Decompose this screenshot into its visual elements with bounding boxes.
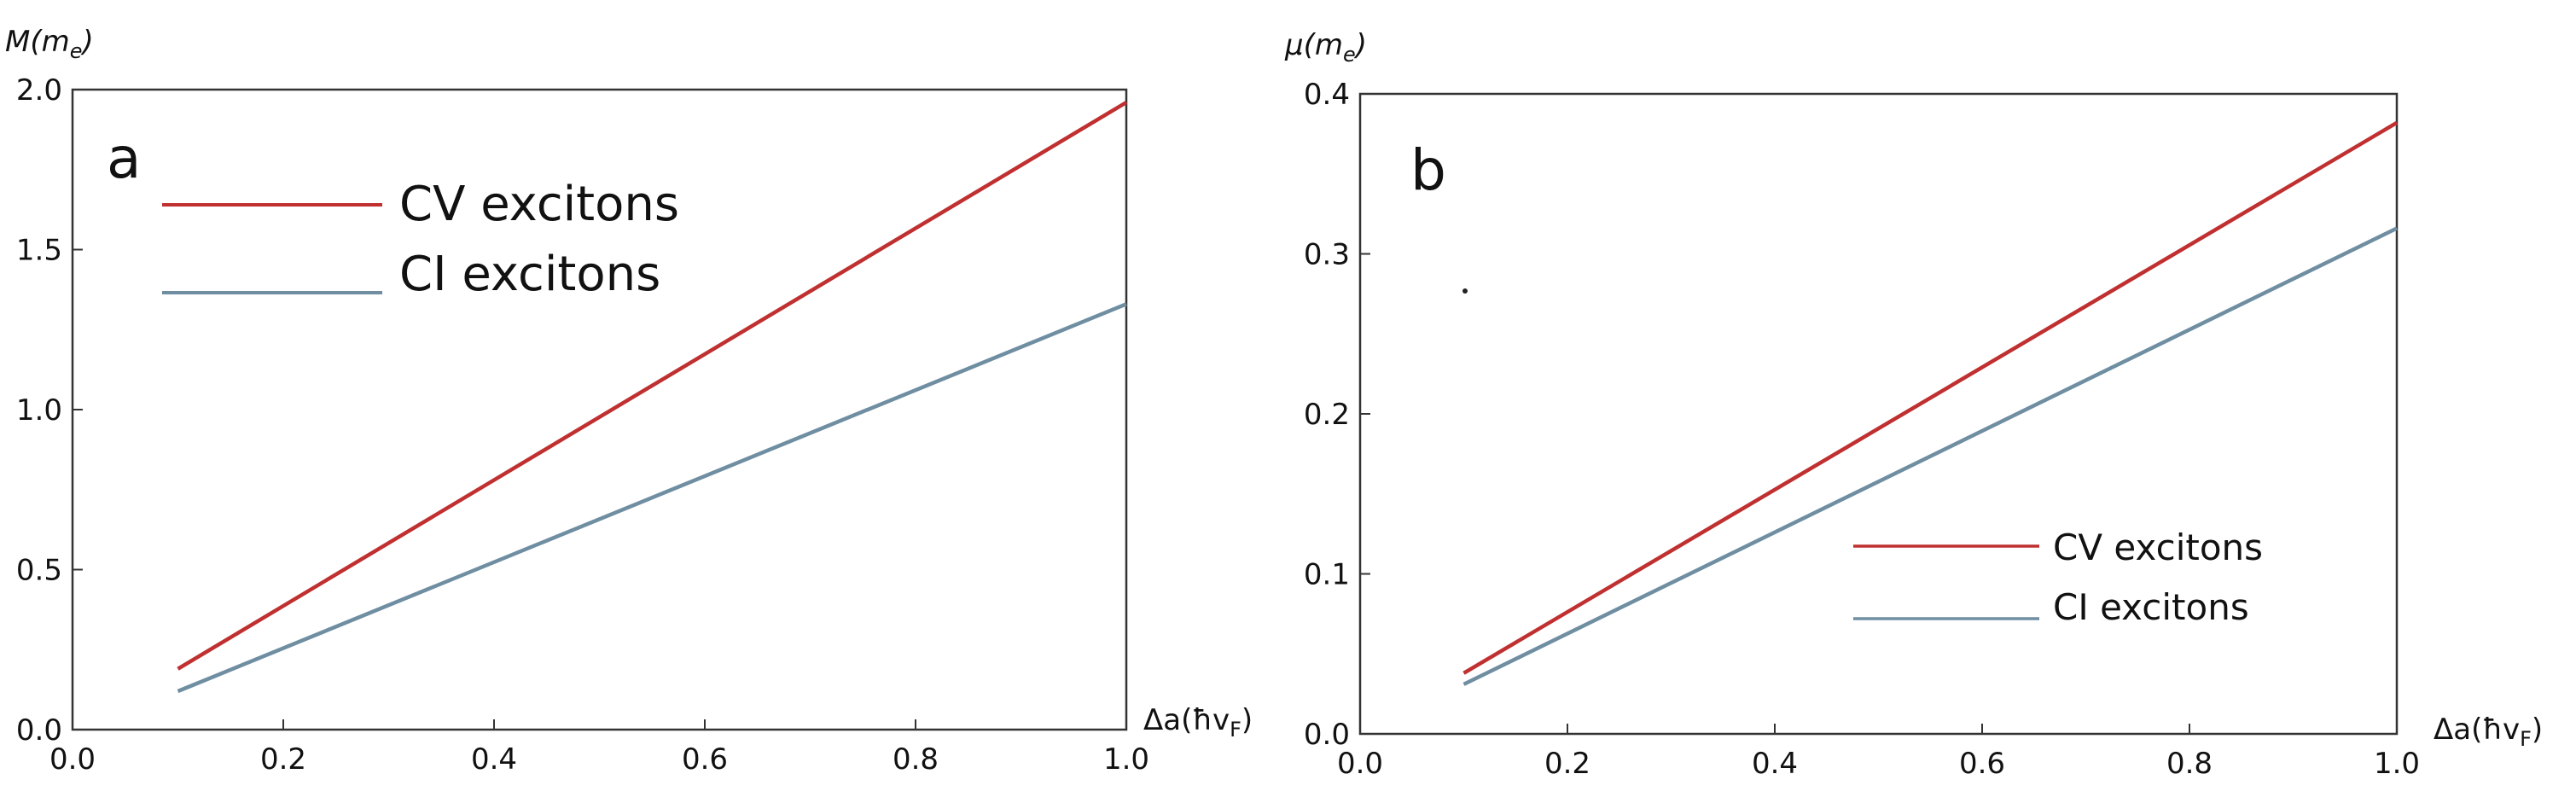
legend-b: CV excitons CI excitons (1853, 527, 2263, 628)
x-axis-label-b: Δa(ħvF) (2434, 713, 2543, 751)
y-tick-label: 0.5 (16, 554, 62, 588)
stray-dot (1462, 288, 1468, 294)
series-line-cv-b (1462, 120, 2399, 675)
x-tick-label: 1.0 (1103, 742, 1149, 777)
plot-frame-b (1358, 92, 2399, 736)
x-tick-label: 0.0 (49, 742, 96, 777)
legend-a: CV excitons CI excitons (162, 177, 679, 302)
legend-label-ci-a: CI excitons (399, 247, 660, 302)
y-tick-label: 2.0 (16, 73, 62, 108)
y-tick-label: 0.0 (16, 713, 62, 748)
y-tick-label: 0.0 (1304, 718, 1350, 752)
x-tick-label: 0.2 (1544, 747, 1590, 781)
panel-b: 0.0 0.1 0.2 0.3 0.4 0.0 0.2 0.4 0.6 0.8 1.0 b μ(m… (1284, 28, 2543, 781)
series-line-ci-a (177, 302, 1127, 694)
y-tick-label: 0.3 (1304, 238, 1350, 272)
x-tick-label: 0.4 (1752, 747, 1798, 781)
x-tick-label: 0.4 (471, 742, 517, 777)
x-tick-label: 0.8 (2166, 747, 2213, 781)
x-axis-label-a: Δa(ħvF) (1143, 703, 1253, 742)
y-tick-label: 1.0 (16, 393, 62, 428)
panel-label-a: a (107, 125, 141, 191)
x-tick-label: 0.0 (1337, 747, 1383, 781)
legend-label-cv-b: CV excitons (2053, 527, 2263, 568)
x-tick-label: 0.2 (260, 742, 306, 777)
x-tick-label: 0.8 (893, 742, 939, 777)
series-line-cv-a (177, 101, 1128, 671)
panel-label-b: b (1410, 137, 1446, 203)
y-tick-label: 0.4 (1304, 78, 1350, 112)
x-tick-label: 0.6 (682, 742, 728, 777)
y-tick-label: 0.1 (1304, 558, 1350, 592)
y-tick-label: 1.5 (16, 234, 62, 268)
y-axis-label-a: M(me) (5, 25, 94, 63)
panel-a: 0.0 0.5 1.0 1.5 2.0 0.0 0.2 0.4 0.6 0.8 1.0 a M(m… (5, 25, 1253, 777)
legend-label-ci-b: CI excitons (2053, 586, 2249, 628)
legend-label-cv-a: CV excitons (399, 177, 679, 232)
x-tick-label: 1.0 (2374, 747, 2420, 781)
x-tick-label: 0.6 (1959, 747, 2005, 781)
series-line-ci-b (1462, 226, 2398, 686)
y-axis-label-b: μ(me) (1284, 28, 1367, 67)
y-tick-label: 0.2 (1304, 398, 1350, 432)
